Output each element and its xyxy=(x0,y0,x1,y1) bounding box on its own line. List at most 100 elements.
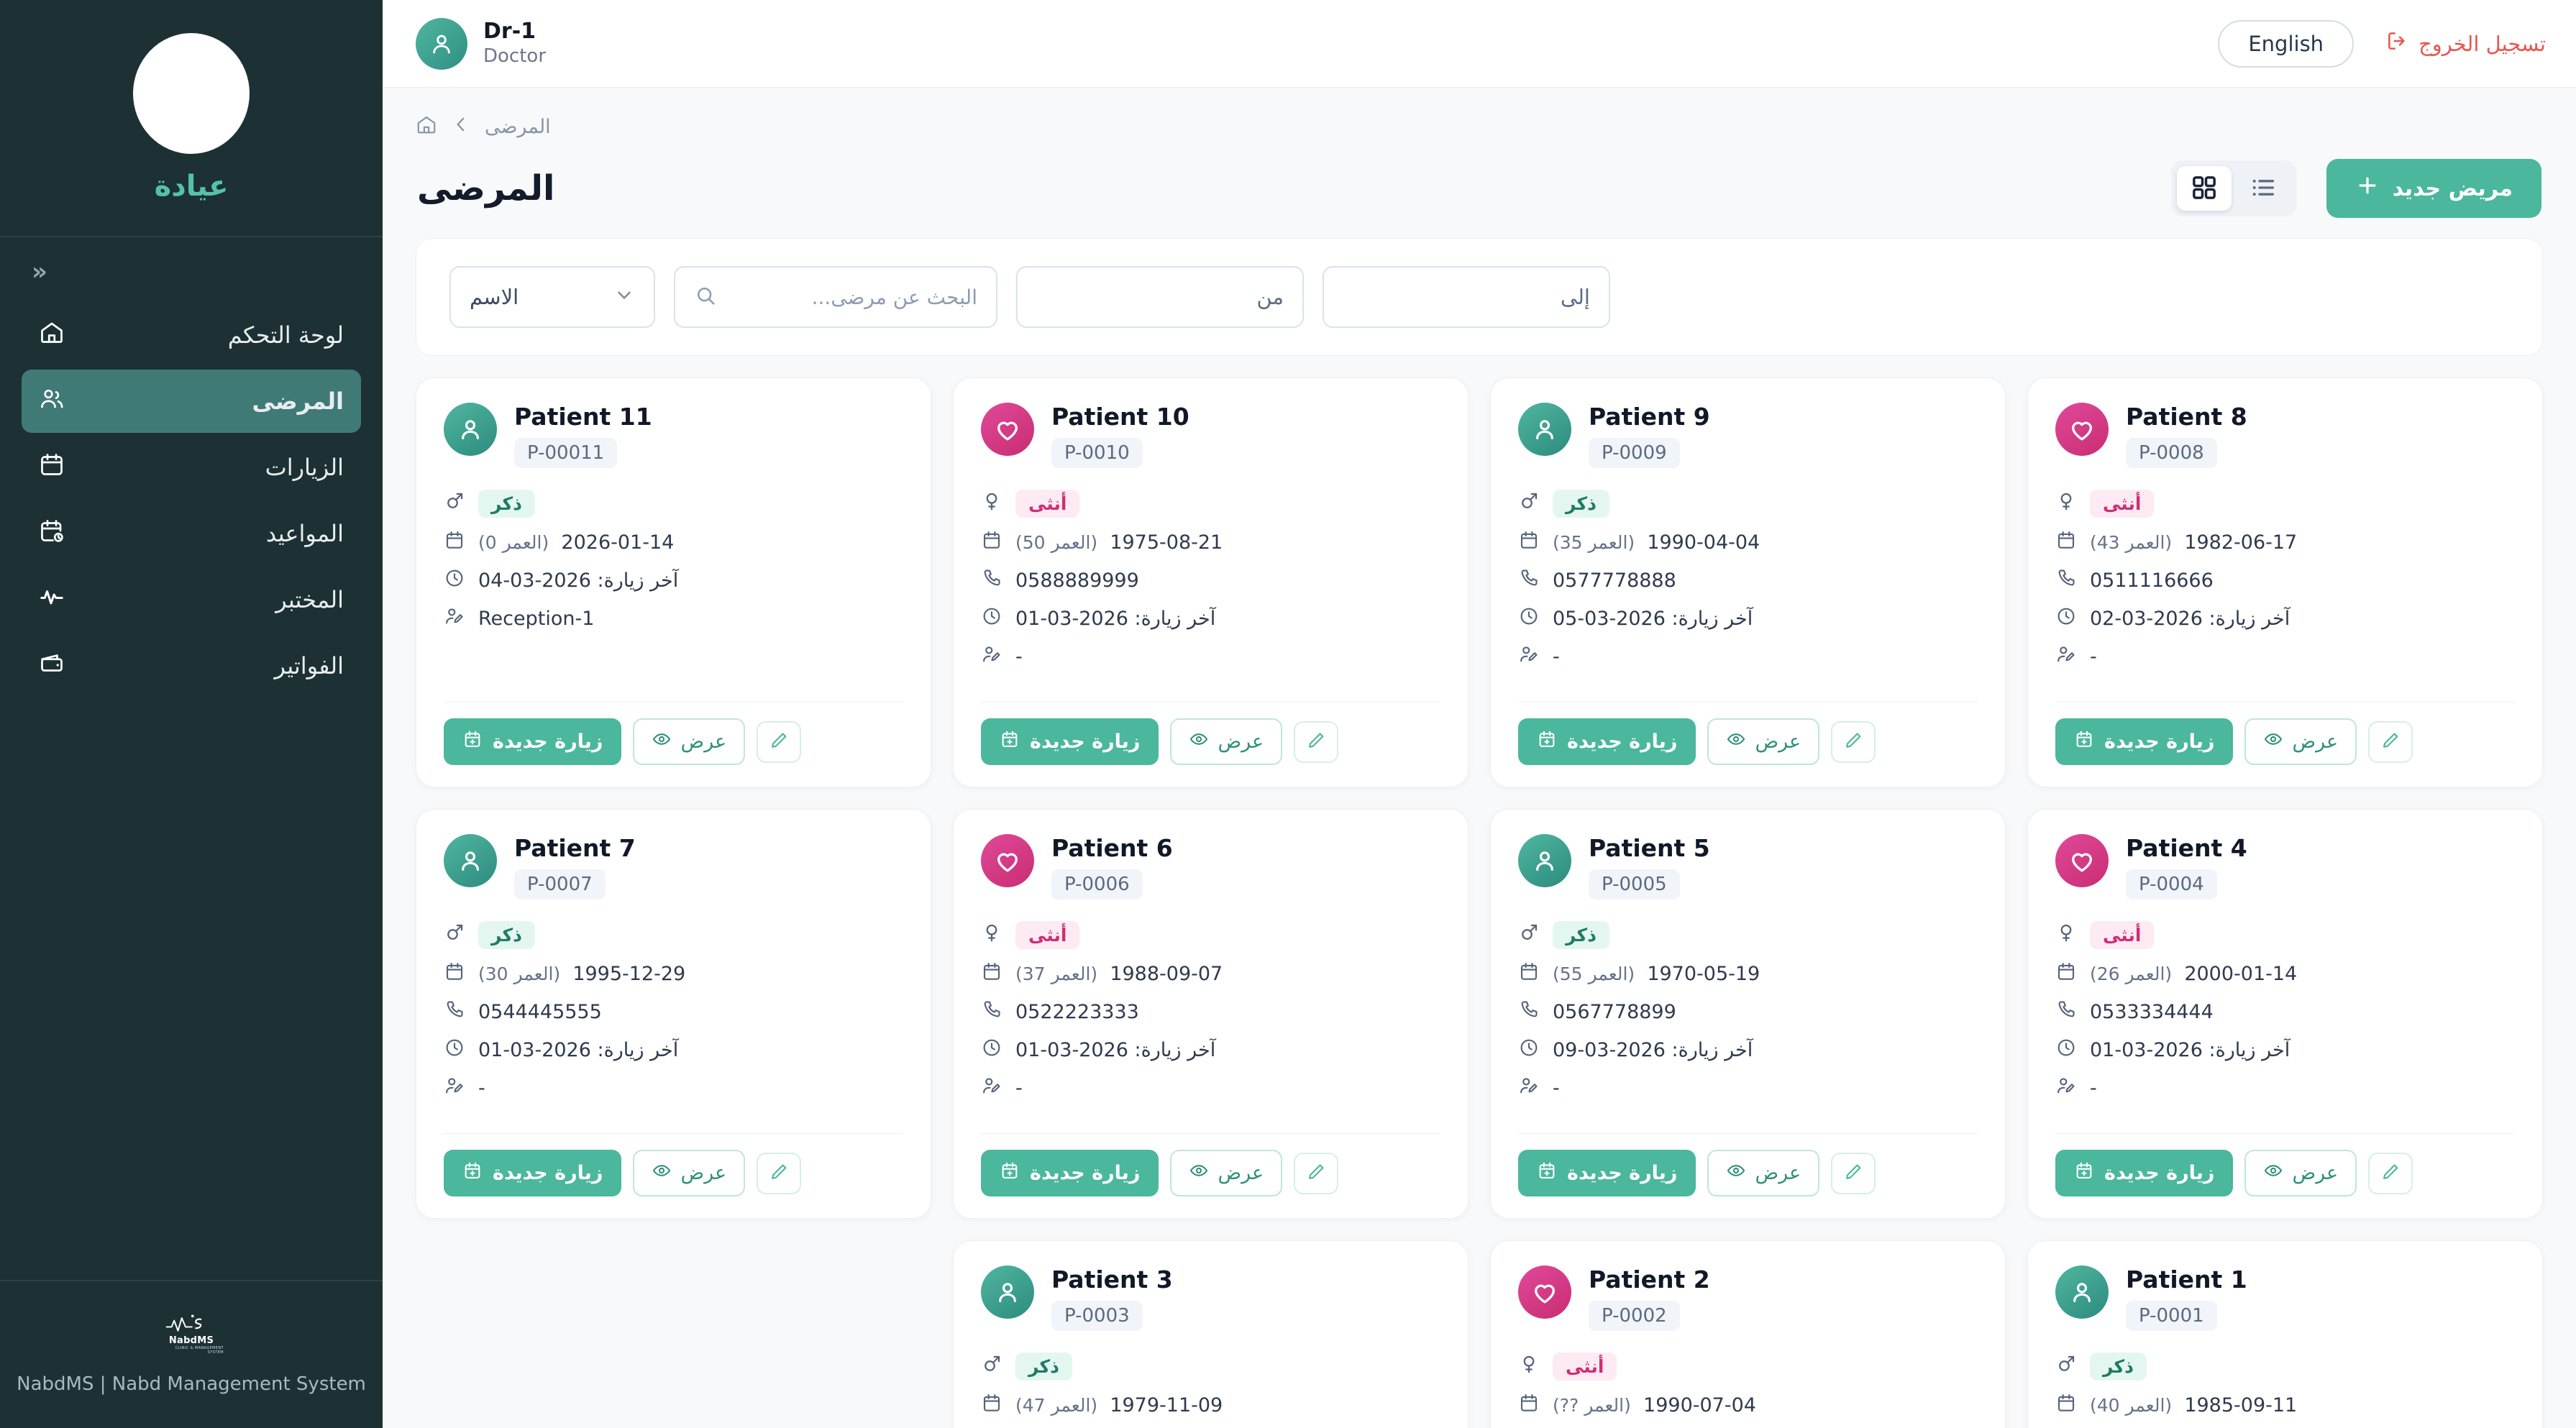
filter-bar: الاسم xyxy=(416,238,2543,356)
sidebar-footer: NabdMS CLINIC & MANAGEMENT SYSTEM NabdMS… xyxy=(0,1280,383,1428)
patient-code: P-0001 xyxy=(2126,1301,2217,1331)
patient-phone-row: 0577778888 xyxy=(1518,567,1978,594)
view-patient-button[interactable]: عرض xyxy=(633,1150,746,1196)
edit-patient-button[interactable] xyxy=(2368,720,2413,763)
patient-card[interactable]: Patient 4 P-0004 أنثى 2000-01-14 (العمر … xyxy=(2027,809,2543,1219)
date-to-field[interactable] xyxy=(1323,266,1610,328)
new-visit-button[interactable]: زيارة جديدة xyxy=(2055,1150,2234,1196)
sidebar-item-appointments[interactable]: المواعيد xyxy=(22,502,361,565)
calendar-icon xyxy=(444,529,465,556)
add-patient-button[interactable]: مريض جديد xyxy=(2326,159,2541,218)
patient-card[interactable]: Patient 10 P-0010 أنثى 1975-08-21 (العمر… xyxy=(953,377,1469,787)
patient-name: Patient 5 xyxy=(1589,834,1710,862)
patient-birthdate-row: 1975-08-21 (العمر 50) xyxy=(981,529,1440,556)
patient-code: P-0009 xyxy=(1589,438,1680,468)
list-view-button[interactable] xyxy=(2236,166,2290,211)
new-visit-button[interactable]: زيارة جديدة xyxy=(1518,718,1696,765)
view-patient-button[interactable]: عرض xyxy=(1170,1150,1283,1196)
view-label: عرض xyxy=(1218,731,1264,753)
new-visit-button[interactable]: زيارة جديدة xyxy=(981,718,1159,765)
patient-last-visit-row: آخر زيارة: 05-03-2026 xyxy=(1518,605,1978,632)
date-from-field[interactable] xyxy=(1016,266,1304,328)
eye-icon xyxy=(1189,729,1209,754)
patient-gender-row: أنثى xyxy=(1518,1353,1978,1381)
patient-details: ذكر 1970-05-19 (العمر 55) 0567778899 آخر… xyxy=(1518,921,1978,1102)
search-input[interactable] xyxy=(729,285,977,309)
patient-card[interactable]: Patient 5 P-0005 ذكر 1970-05-19 (العمر 5… xyxy=(1490,809,2006,1219)
clock-icon xyxy=(1518,605,1540,632)
calendar-icon xyxy=(39,452,65,483)
wallet-icon xyxy=(39,650,65,682)
last-visit-value: آخر زيارة: 01-03-2026 xyxy=(1015,1039,1216,1061)
sidebar-item-dashboard[interactable]: لوحة التحكم xyxy=(22,303,361,367)
patient-card-header: Patient 11 P-00011 xyxy=(444,403,903,468)
sidebar-item-lab[interactable]: المختبر xyxy=(22,568,361,631)
new-visit-button[interactable]: زيارة جديدة xyxy=(2055,718,2234,765)
last-visit-value: آخر زيارة: 01-03-2026 xyxy=(478,1039,679,1061)
logo-caption: NabdMS xyxy=(168,1335,214,1346)
sidebar-spacer xyxy=(0,697,383,1280)
logout-button[interactable]: تسجيل الخروج xyxy=(2385,29,2546,58)
grid-view-button[interactable] xyxy=(2176,166,2232,211)
language-toggle-button[interactable]: English xyxy=(2218,19,2355,68)
view-patient-button[interactable]: عرض xyxy=(2244,718,2357,765)
user-edit-icon xyxy=(981,644,1002,670)
chevron-left-icon xyxy=(450,114,472,140)
sidebar-item-invoices[interactable]: الفواتير xyxy=(22,634,361,697)
new-visit-button[interactable]: زيارة جديدة xyxy=(1518,1150,1696,1196)
patient-card[interactable]: Patient 9 P-0009 ذكر 1990-04-04 (العمر 3… xyxy=(1490,377,2006,787)
view-label: عرض xyxy=(680,1162,727,1184)
phone-value: 0522223333 xyxy=(1015,1001,1139,1023)
new-visit-label: زيارة جديدة xyxy=(2104,731,2215,753)
user-name: Dr-1 xyxy=(483,19,536,45)
clock-icon xyxy=(444,1037,465,1063)
edit-patient-button[interactable] xyxy=(757,1152,802,1194)
patient-birthdate-row: 1970-05-19 (العمر 55) xyxy=(1518,961,1978,987)
patient-card[interactable]: Patient 6 P-0006 أنثى 1988-09-07 (العمر … xyxy=(953,809,1469,1219)
edit-patient-button[interactable] xyxy=(1831,1152,1876,1194)
user-edit-icon xyxy=(1518,644,1540,670)
add-patient-label: مريض جديد xyxy=(2392,175,2513,201)
edit-patient-button[interactable] xyxy=(2368,1152,2413,1194)
patient-card[interactable]: Patient 8 P-0008 أنثى 1982-06-17 (العمر … xyxy=(2027,377,2543,787)
edit-patient-button[interactable] xyxy=(1294,720,1339,763)
sidebar-collapse-toggle[interactable]: » xyxy=(32,257,47,286)
patient-card[interactable]: Patient 7 P-0007 ذكر 1995-12-29 (العمر 3… xyxy=(416,809,931,1219)
edit-patient-button[interactable] xyxy=(1294,1152,1339,1194)
view-patient-button[interactable]: عرض xyxy=(1707,1150,1820,1196)
new-visit-button[interactable]: زيارة جديدة xyxy=(981,1150,1159,1196)
view-patient-button[interactable]: عرض xyxy=(1170,718,1283,765)
male-symbol-icon xyxy=(2055,1353,2077,1380)
male-symbol-icon xyxy=(1518,922,1540,948)
patient-name: Patient 6 xyxy=(1051,834,1173,862)
sidebar-item-visits[interactable]: الزيارات xyxy=(22,436,361,499)
last-visit-value: آخر زيارة: 04-03-2026 xyxy=(478,569,679,592)
edit-patient-button[interactable] xyxy=(1831,720,1876,763)
edit-patient-button[interactable] xyxy=(757,720,802,763)
sidebar-item-patients[interactable]: المرضى xyxy=(22,370,361,433)
new-visit-button[interactable]: زيارة جديدة xyxy=(444,718,622,765)
patient-last-visit-row: آخر زيارة: 04-03-2026 xyxy=(444,567,903,594)
user-icon xyxy=(1518,403,1571,456)
view-patient-button[interactable]: عرض xyxy=(1707,718,1820,765)
view-patient-button[interactable]: عرض xyxy=(633,718,746,765)
card-spacer xyxy=(981,670,1440,689)
patient-last-visit-row: آخر زيارة: 01-03-2026 xyxy=(2055,1037,2515,1063)
patient-birthdate-row: 1988-09-07 (العمر 37) xyxy=(981,961,1440,987)
search-field[interactable] xyxy=(674,266,997,328)
patient-card[interactable]: Patient 3 P-0003 ذكر 1979-11-09 (العمر 4… xyxy=(953,1240,1469,1428)
patient-card-header: Patient 8 P-0008 xyxy=(2055,403,2515,468)
patient-last-visit-row: آخر زيارة: 01-03-2026 xyxy=(981,605,1440,632)
patient-card[interactable]: Patient 11 P-00011 ذكر 2026-01-14 (العمر… xyxy=(416,377,931,787)
date-from-input[interactable] xyxy=(1036,285,1284,309)
new-visit-button[interactable]: زيارة جديدة xyxy=(444,1150,622,1196)
user-profile[interactable]: Dr-1 Doctor xyxy=(416,17,546,70)
pencil-icon xyxy=(769,731,789,753)
date-to-input[interactable] xyxy=(1343,285,1590,309)
patient-card[interactable]: Patient 1 P-0001 ذكر 1985-09-11 (العمر 4… xyxy=(2027,1240,2543,1428)
home-icon[interactable] xyxy=(416,114,437,140)
view-patient-button[interactable]: عرض xyxy=(2244,1150,2357,1196)
pencil-icon xyxy=(2380,731,2401,753)
sort-select[interactable]: الاسم xyxy=(449,266,655,328)
patient-card[interactable]: Patient 2 P-0002 أنثى 1990-07-04 (العمر … xyxy=(1490,1240,2006,1428)
